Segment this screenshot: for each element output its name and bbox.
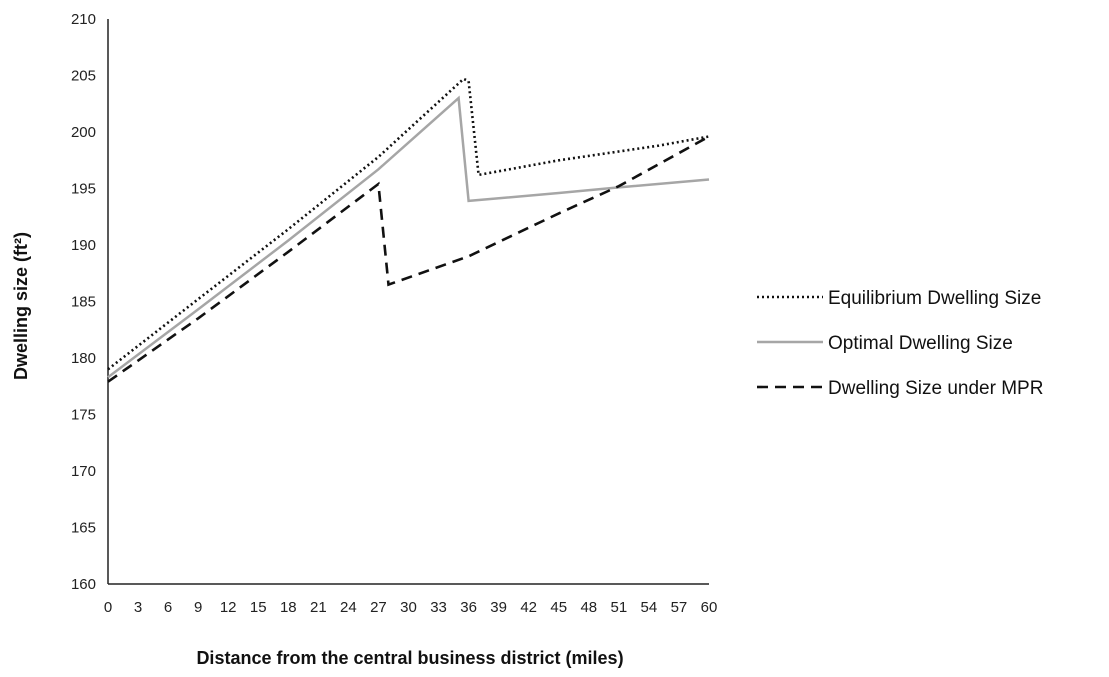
x-tick-label: 30 xyxy=(400,599,417,616)
x-tick-label: 51 xyxy=(611,599,628,616)
x-axis-title: Distance from the central business distr… xyxy=(196,648,623,668)
axes xyxy=(107,19,709,585)
y-tick-label: 200 xyxy=(71,124,96,141)
series-line-3 xyxy=(107,135,710,383)
x-tick-label: 3 xyxy=(134,599,142,616)
legend-label: Dwelling Size under MPR xyxy=(828,378,1043,399)
x-tick-label: 54 xyxy=(641,599,658,616)
x-tick-label: 15 xyxy=(250,599,267,616)
x-tick-label: 45 xyxy=(550,599,567,616)
x-tick-label: 36 xyxy=(460,599,477,616)
y-tick-labels: 160 165 170 175 180 185 190 195 200 205 210 xyxy=(71,11,96,593)
x-tick-label: 18 xyxy=(280,599,297,616)
y-tick-label: 185 xyxy=(71,294,96,311)
x-tick-label: 57 xyxy=(671,599,688,616)
x-tick-label: 42 xyxy=(520,599,537,616)
x-tick-label: 39 xyxy=(490,599,507,616)
legend-label: Optimal Dwelling Size xyxy=(828,333,1013,354)
y-tick-label: 195 xyxy=(71,181,96,198)
y-tick-label: 165 xyxy=(71,520,96,537)
y-tick-label: 180 xyxy=(71,350,96,367)
x-tick-label: 6 xyxy=(164,599,172,616)
x-tick-labels: 0 3 6 9 12 15 18 21 24 27 30 33 36 39 42 45 48 51 54 57 60 xyxy=(104,599,718,616)
y-tick-label: 175 xyxy=(71,407,96,424)
x-tick-label: 48 xyxy=(580,599,597,616)
y-tick-label: 205 xyxy=(71,68,96,85)
x-tick-label: 12 xyxy=(220,599,237,616)
y-tick-label: 190 xyxy=(71,237,96,254)
series-lines xyxy=(107,77,710,383)
x-tick-label: 0 xyxy=(104,599,112,616)
y-tick-label: 160 xyxy=(71,576,96,593)
y-tick-label: 210 xyxy=(71,11,96,28)
x-tick-label: 27 xyxy=(370,599,387,616)
x-tick-label: 24 xyxy=(340,599,357,616)
x-tick-label: 9 xyxy=(194,599,202,616)
legend: Equilibrium Dwelling Size Optimal Dwellin… xyxy=(757,288,1043,399)
legend-label: Equilibrium Dwelling Size xyxy=(828,288,1041,309)
x-tick-label: 33 xyxy=(430,599,447,616)
y-axis-title: Dwelling size (ft²) xyxy=(11,232,31,380)
x-tick-label: 21 xyxy=(310,599,327,616)
y-tick-label: 170 xyxy=(71,463,96,480)
x-tick-label: 60 xyxy=(701,599,718,616)
series-line-2 xyxy=(107,95,710,379)
series-line-1 xyxy=(107,77,710,371)
